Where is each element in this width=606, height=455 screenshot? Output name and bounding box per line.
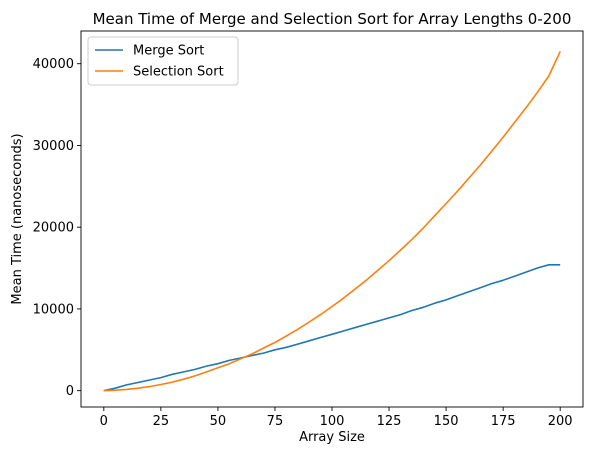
- x-tick-label: 50: [210, 414, 227, 429]
- x-tick-label: 100: [320, 414, 345, 429]
- plot-frame: [80, 30, 584, 408]
- legend-label: Merge Sort: [133, 44, 204, 59]
- chart-title: Mean Time of Merge and Selection Sort fo…: [93, 10, 572, 28]
- series-group: [103, 51, 561, 392]
- legend: Merge Sort Selection Sort: [87, 36, 239, 86]
- y-axis-label: Mean Time (nanoseconds): [10, 133, 25, 304]
- plot-area: [80, 30, 584, 408]
- x-tick-label: 150: [434, 414, 459, 429]
- x-tick-label: 75: [267, 414, 284, 429]
- x-tick-label: 175: [491, 414, 516, 429]
- y-tick-label: 20000: [33, 221, 74, 236]
- x-tick-label: 200: [548, 414, 573, 429]
- series-line-selection-sort: [103, 51, 561, 392]
- legend-box: [87, 36, 239, 86]
- legend-label: Selection Sort: [133, 65, 224, 80]
- x-tick-label: 0: [100, 414, 108, 429]
- x-tick-label: 25: [153, 414, 170, 429]
- y-axis: 0 10000 20000 30000 40000: [33, 57, 81, 399]
- x-axis-label: Array Size: [299, 430, 365, 445]
- y-tick-label: 40000: [33, 57, 74, 72]
- y-tick-label: 10000: [33, 302, 74, 317]
- y-tick-label: 0: [66, 384, 74, 399]
- x-axis: 0 25 50 75 100 125 150 175 200: [100, 407, 573, 429]
- series-line-merge-sort: [103, 263, 561, 392]
- y-tick-label: 30000: [33, 139, 74, 154]
- x-tick-label: 125: [377, 414, 402, 429]
